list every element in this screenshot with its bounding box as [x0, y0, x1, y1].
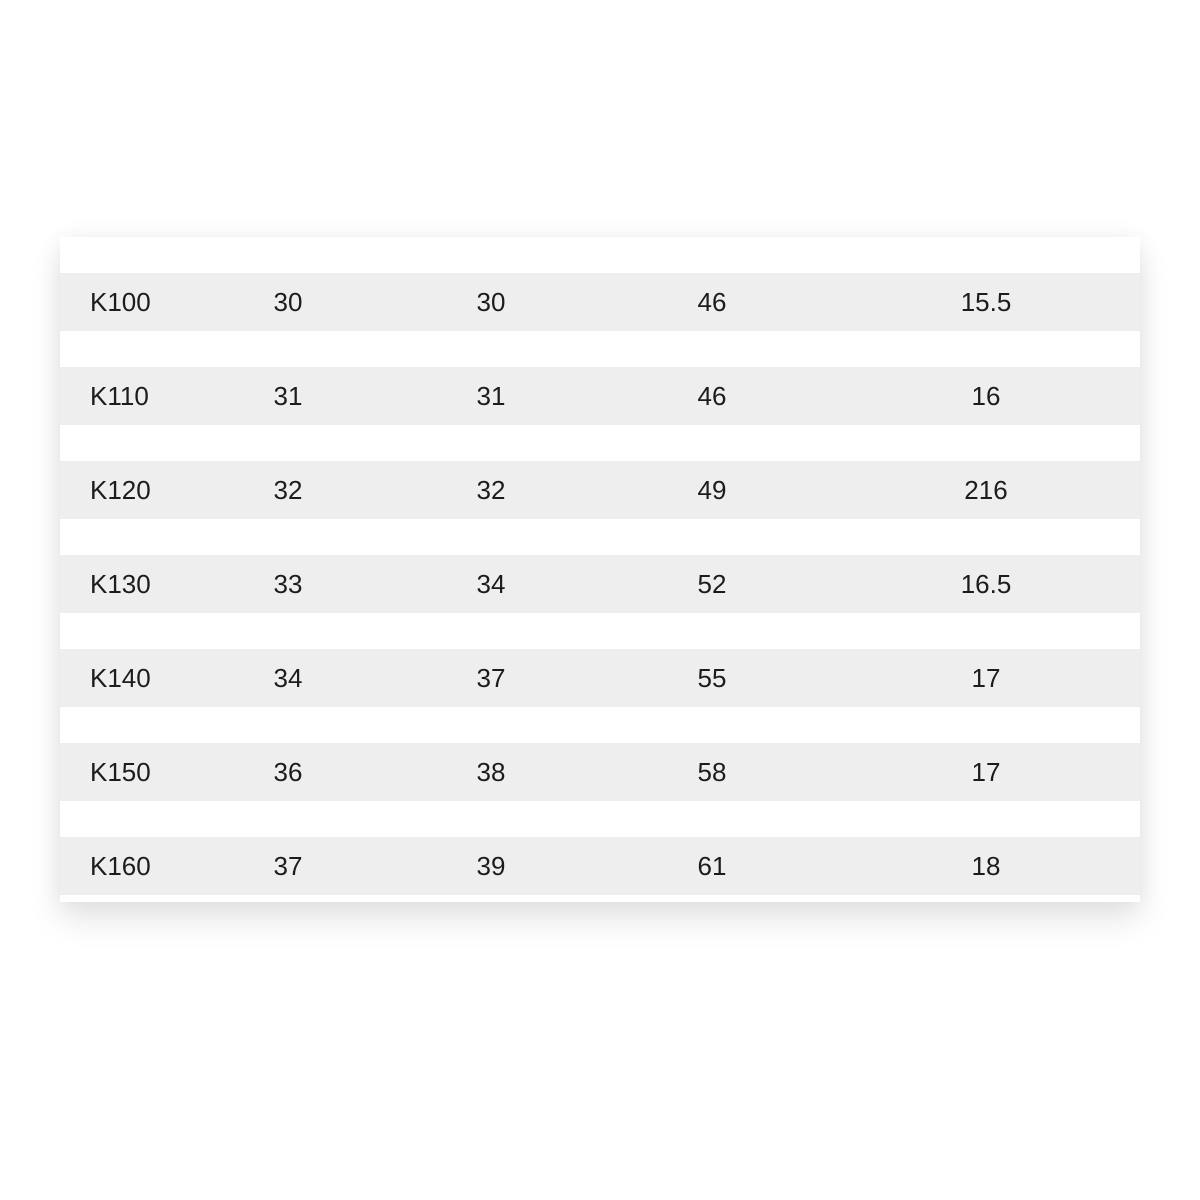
table-cell: 52 — [697, 569, 727, 599]
table-cell: 39 — [476, 851, 506, 881]
table-cell: 30 — [476, 287, 506, 317]
table-row: K150 36 38 58 17 — [60, 743, 1140, 801]
table-cell: 46 — [697, 287, 727, 317]
table-row: K160 37 39 61 18 — [60, 837, 1140, 895]
table-cell: 31 — [476, 381, 506, 411]
table-cell: K120 — [90, 475, 151, 505]
table-cell: 18 — [971, 851, 1001, 881]
table-cell: 32 — [273, 475, 303, 505]
table-cell: 37 — [476, 663, 506, 693]
table-cell: 17 — [971, 757, 1001, 787]
table-cell: 61 — [697, 851, 727, 881]
table-cell: 37 — [273, 851, 303, 881]
table-cell: K110 — [90, 381, 149, 411]
table-cell: 38 — [476, 757, 506, 787]
table-cell: 17 — [971, 663, 1001, 693]
table-cell: 49 — [697, 475, 727, 505]
table-cell: K140 — [90, 663, 151, 693]
table-cell: K130 — [90, 569, 151, 599]
table-row: K110 31 31 46 16 — [60, 367, 1140, 425]
table-cell: K100 — [90, 287, 151, 317]
table-row: K120 32 32 49 216 — [60, 461, 1140, 519]
table-cell: 16.5 — [960, 569, 1012, 599]
table-cell: 216 — [964, 475, 1008, 505]
table-row: K100 30 30 46 15.5 — [60, 273, 1140, 331]
table-cell: 55 — [697, 663, 727, 693]
table-cell: K160 — [90, 851, 151, 881]
table-cell: 34 — [273, 663, 303, 693]
table-cell: 15.5 — [960, 287, 1012, 317]
table-cell: 46 — [697, 381, 727, 411]
table-cell: K150 — [90, 757, 151, 787]
table-cell: 31 — [273, 381, 303, 411]
table-row: K130 33 34 52 16.5 — [60, 555, 1140, 613]
table-cell: 58 — [697, 757, 727, 787]
table-cell: 30 — [273, 287, 303, 317]
table-cell: 16 — [971, 381, 1001, 411]
table-cell: 33 — [273, 569, 303, 599]
size-table: K100 30 30 46 15.5 K110 31 31 46 16 K120 32 32 49 216 K… — [60, 237, 1140, 902]
table-cell: 34 — [476, 569, 506, 599]
table-cell: 32 — [476, 475, 506, 505]
table-cell: 36 — [273, 757, 303, 787]
table-row: K140 34 37 55 17 — [60, 649, 1140, 707]
